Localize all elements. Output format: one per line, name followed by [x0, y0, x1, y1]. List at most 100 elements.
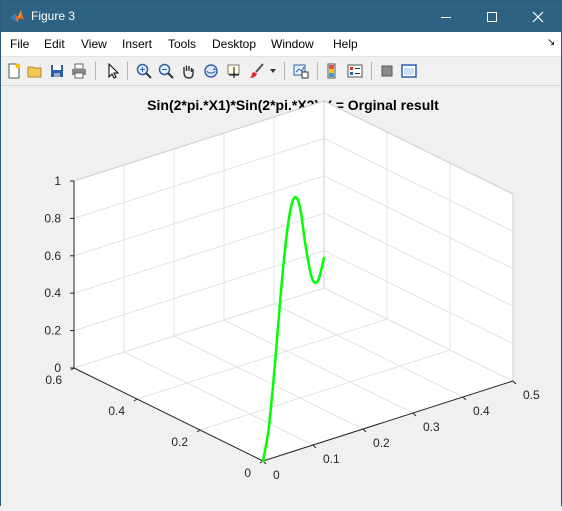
menu-file[interactable]: File: [10, 37, 30, 51]
axes-3d[interactable]: Sin(2*pi.*X1)*Sin(2*pi.*X2) Y = Orginal …: [1, 86, 561, 506]
x-tick-label: 0: [273, 468, 280, 482]
toolbar-separator: [371, 62, 372, 80]
x-tick-label: 0.4: [473, 404, 490, 418]
y-tick-label: 0.4: [108, 404, 125, 418]
brush-icon: [250, 63, 264, 78]
link-plot-icon: [293, 64, 309, 79]
menu-overflow-icon[interactable]: ↘: [547, 37, 556, 48]
x-tick-mark: [362, 428, 367, 433]
close-icon: [532, 11, 544, 22]
back-wall-xz: [74, 101, 324, 368]
maximize-icon: [487, 11, 497, 22]
data-series-line[interactable]: [261, 195, 326, 463]
window-title: Figure 3: [31, 9, 76, 23]
matlab-logo-icon: [10, 10, 24, 22]
z-tick-label: 0.4: [44, 286, 61, 300]
pan-hand-icon: [183, 65, 194, 79]
open-folder-icon: [27, 66, 42, 78]
rotate-3d-icon: [204, 64, 218, 78]
z-tick-label: 0.2: [44, 324, 61, 338]
x-tick-mark: [312, 444, 317, 449]
zoom-in-button[interactable]: [134, 61, 154, 81]
box-edge: [73, 100, 325, 182]
brush-button[interactable]: [247, 61, 267, 81]
x-tick-label: 0.3: [423, 420, 440, 434]
y-tick-label: 0.6: [45, 373, 62, 387]
y-tick-label: 0.2: [171, 435, 188, 449]
edit-plot-button[interactable]: [103, 61, 123, 81]
menu-insert[interactable]: Insert: [122, 37, 153, 51]
grid-line: [273, 303, 464, 398]
x-tick-mark: [512, 380, 517, 385]
y-tick-label: 0: [244, 466, 251, 480]
close-button[interactable]: [515, 1, 561, 32]
chevron-down-icon: [270, 69, 276, 73]
insert-legend-button[interactable]: [345, 61, 365, 81]
grid-line: [136, 318, 388, 400]
title-bar[interactable]: Figure 3: [1, 1, 561, 32]
y-tick-mark: [133, 398, 138, 402]
figure-canvas: Sin(2*pi.*X1)*Sin(2*pi.*X2) Y = Orginal …: [1, 86, 561, 506]
new-file-icon: [8, 63, 21, 79]
printer-icon: [72, 63, 86, 79]
pan-button[interactable]: [178, 61, 198, 81]
brush-dropdown[interactable]: [267, 61, 279, 81]
hide-tools-icon: [381, 65, 393, 77]
show-plot-tools-button[interactable]: [399, 61, 419, 81]
y-tick-mark: [196, 429, 201, 433]
minimize-button[interactable]: [423, 1, 469, 32]
x-tick-mark: [412, 412, 417, 417]
menu-view[interactable]: View: [81, 37, 107, 51]
menu-edit[interactable]: Edit: [44, 37, 65, 51]
zoom-out-icon: [158, 63, 174, 79]
z-tick-label: 0: [54, 361, 61, 375]
grid-line: [173, 335, 364, 430]
x-tick-label: 0.2: [373, 436, 390, 450]
zoom-in-icon: [136, 63, 152, 79]
toolbar-separator: [127, 62, 128, 80]
link-plot-button[interactable]: [291, 61, 311, 81]
z-tick-label: 0.8: [44, 211, 61, 225]
minimize-icon: [441, 16, 451, 18]
menu-tools[interactable]: Tools: [168, 37, 197, 51]
grid-line: [323, 250, 514, 345]
pointer-arrow-icon: [108, 63, 120, 79]
colorbar-icon: [327, 63, 336, 79]
maximize-button[interactable]: [469, 1, 515, 32]
menu-help[interactable]: Help: [333, 37, 358, 51]
grid-line: [323, 212, 514, 307]
data-cursor-icon: [227, 64, 240, 78]
grid-line: [323, 287, 514, 382]
toolbar-separator: [317, 62, 318, 80]
rotate-3d-button[interactable]: [201, 61, 221, 81]
hide-plot-tools-button[interactable]: [377, 61, 397, 81]
insert-colorbar-button[interactable]: [323, 61, 343, 81]
menu-desktop[interactable]: Desktop: [212, 37, 257, 51]
plot-title: Sin(2*pi.*X1)*Sin(2*pi.*X2) Y = Orginal …: [147, 97, 439, 113]
grid-line: [123, 351, 314, 446]
z-tick-label: 1: [54, 174, 61, 188]
grid-line: [323, 137, 514, 232]
grid-line: [73, 175, 325, 257]
legend-icon: [347, 64, 363, 78]
grid-line: [199, 349, 451, 431]
new-figure-button[interactable]: [4, 61, 24, 81]
print-button[interactable]: [69, 61, 89, 81]
box-edge: [323, 100, 514, 195]
zoom-out-button[interactable]: [156, 61, 176, 81]
grid-line: [73, 137, 325, 219]
grid-line: [73, 287, 325, 369]
save-button[interactable]: [47, 61, 67, 81]
toolbar-separator: [284, 62, 285, 80]
x-axis-line: [262, 380, 514, 462]
floor-pane: [74, 288, 513, 461]
menu-bar: File Edit View Insert Tools Desktop Wind…: [1, 32, 561, 57]
z-tick-label: 0.6: [44, 249, 61, 263]
x-tick-mark: [462, 396, 467, 401]
open-file-button[interactable]: [25, 61, 45, 81]
data-cursor-button[interactable]: [224, 61, 244, 81]
y-axis-line: [73, 367, 264, 462]
grid-line: [73, 212, 325, 294]
menu-window[interactable]: Window: [271, 37, 314, 51]
